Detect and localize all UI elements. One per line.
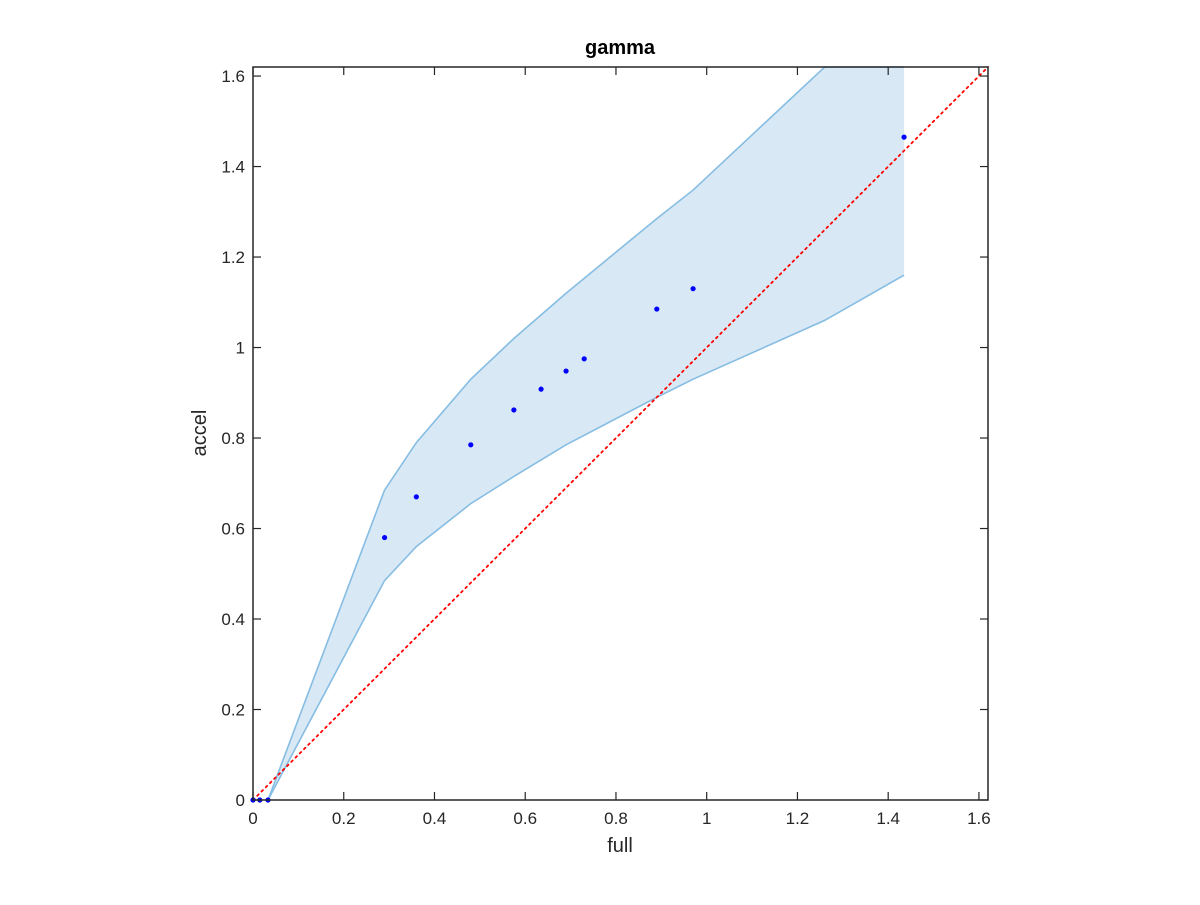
data-point (654, 306, 660, 312)
axis-ticks (252, 67, 988, 801)
band-lower-edge (267, 274, 905, 801)
plot-area-frame (252, 66, 989, 801)
x-tick-label: 0.6 (513, 809, 537, 828)
x-tick-label: 0.8 (604, 809, 628, 828)
x-tick-label: 1.6 (967, 809, 991, 828)
data-point (468, 442, 474, 448)
y-tick-label: 0 (236, 791, 245, 810)
data-point (381, 534, 388, 541)
data-point (538, 386, 544, 392)
y-tick-label: 1.4 (221, 158, 245, 177)
x-tick-label: 1.2 (786, 809, 810, 828)
y-tick-label: 1 (236, 339, 245, 358)
x-tick-label: 0.4 (423, 809, 447, 828)
y-tick-labels: 0 0.2 0.4 0.6 0.8 1 1.2 1.4 1.6 (221, 67, 245, 810)
data-point (413, 494, 419, 500)
x-axis-label: full (607, 835, 633, 857)
y-tick-label: 0.4 (221, 610, 245, 629)
reference-line (252, 66, 989, 801)
y-tick-label: 1.6 (221, 67, 245, 86)
chart-title: gamma (585, 37, 656, 59)
data-point (581, 356, 587, 362)
data-point (690, 286, 696, 292)
y-tick-label: 0.8 (221, 429, 245, 448)
x-tick-label: 0 (248, 809, 257, 828)
confidence-band (267, 66, 905, 801)
x-tick-labels: 0 0.2 0.4 0.6 0.8 1 1.2 1.4 1.6 (248, 809, 990, 828)
x-tick-label: 1 (702, 809, 711, 828)
x-tick-label: 0.2 (332, 809, 356, 828)
y-axis-label: accel (189, 410, 211, 457)
data-point (511, 407, 517, 413)
data-point (901, 134, 907, 140)
reference-line-layer (252, 66, 989, 801)
band-upper-edge (267, 66, 905, 801)
data-point (563, 368, 569, 374)
x-tick-label: 1.4 (876, 809, 900, 828)
data-points (250, 134, 907, 803)
y-tick-label: 0.2 (221, 701, 245, 720)
y-tick-label: 1.2 (221, 248, 245, 267)
y-tick-label: 0.6 (221, 520, 245, 539)
